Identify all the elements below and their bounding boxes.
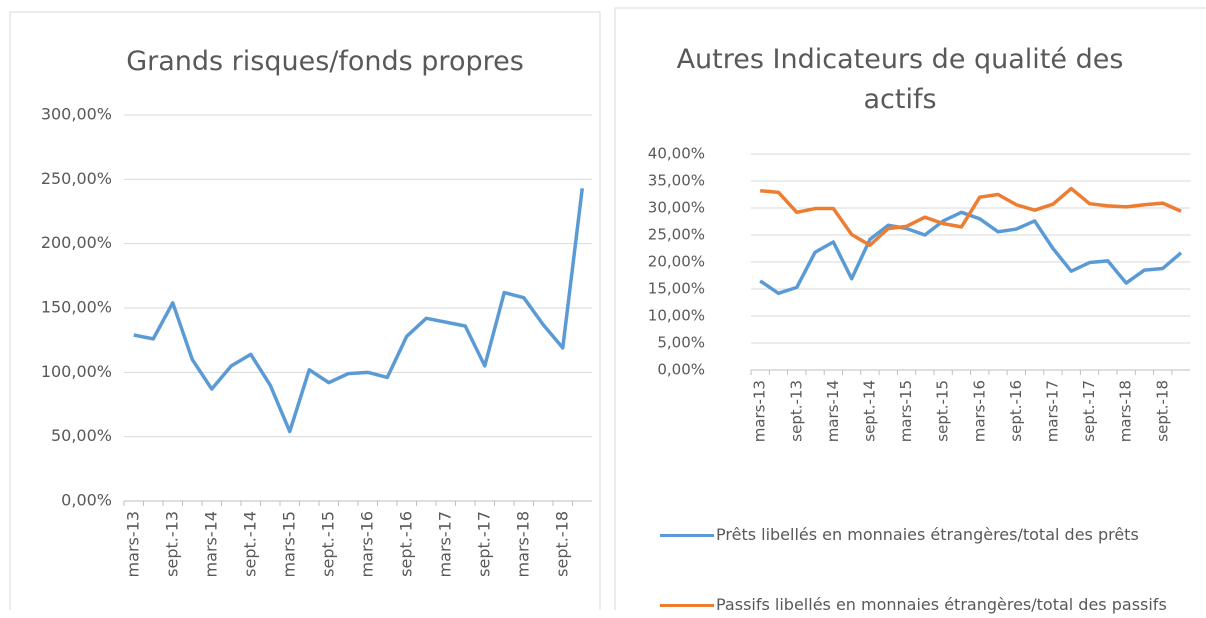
y-tick-label: 10,00% xyxy=(648,307,705,325)
x-tick-label: mars-16 xyxy=(357,511,376,577)
x-tick-label: mars-14 xyxy=(824,380,842,442)
x-tick-label: mars-18 xyxy=(513,511,532,577)
legend-label: Prêts libellés en monnaies étrangères/to… xyxy=(716,525,1139,544)
y-tick-label: 25,00% xyxy=(648,226,705,244)
x-tick-label: mars-15 xyxy=(279,511,298,577)
y-tick-label: 0,00% xyxy=(61,491,112,510)
chart-frame xyxy=(614,7,1206,610)
y-tick-label: 35,00% xyxy=(648,172,705,190)
y-tick-label: 15,00% xyxy=(648,280,705,298)
x-tick-label: sept.-17 xyxy=(1080,380,1098,442)
x-tick-label: sept.-15 xyxy=(318,511,337,577)
chart-title: Grands risques/fonds propres xyxy=(126,46,524,77)
y-tick-label: 30,00% xyxy=(648,199,705,217)
x-tick-label: sept.-17 xyxy=(474,511,493,577)
x-tick-label: mars-17 xyxy=(1043,380,1061,442)
series-line xyxy=(133,188,584,434)
series-line xyxy=(759,186,1182,248)
x-tick-label: mars-13 xyxy=(123,511,142,577)
y-tick-label: 200,00% xyxy=(41,233,112,252)
chart-title: Autres Indicateurs de qualité des actifs xyxy=(676,44,1124,115)
x-tick-label: sept.-14 xyxy=(860,380,878,442)
x-tick-label: sept.-16 xyxy=(396,511,415,577)
legend-swatch xyxy=(660,604,714,607)
x-tick-label: mars-13 xyxy=(751,380,769,442)
x-tick-label: sept.-13 xyxy=(787,380,805,442)
y-tick-label: 100,00% xyxy=(41,362,112,381)
x-tick-label: sept.-14 xyxy=(240,511,259,577)
x-tick-label: sept.-18 xyxy=(552,511,571,577)
legend-label: Passifs libellés en monnaies étrangères/… xyxy=(716,595,1167,614)
x-tick-label: mars-16 xyxy=(970,380,988,442)
legend-entry: Prêts libellés en monnaies étrangères/to… xyxy=(660,522,1186,548)
x-tick-label: sept.-13 xyxy=(162,511,181,577)
legend-entry: Passifs libellés en monnaies étrangères/… xyxy=(660,592,1186,618)
x-tick-label: sept.-16 xyxy=(1007,380,1025,442)
y-tick-label: 0,00% xyxy=(657,361,705,379)
y-tick-label: 20,00% xyxy=(648,253,705,271)
series-line xyxy=(759,210,1183,296)
x-tick-label: mars-17 xyxy=(435,511,454,577)
x-tick-label: sept.-15 xyxy=(934,380,952,442)
y-tick-label: 5,00% xyxy=(657,334,705,352)
y-tick-label: 150,00% xyxy=(41,298,112,317)
y-tick-label: 40,00% xyxy=(648,145,705,163)
y-tick-label: 50,00% xyxy=(51,426,112,445)
y-tick-label: 250,00% xyxy=(41,169,112,188)
x-tick-label: mars-18 xyxy=(1117,380,1135,442)
y-tick-label: 300,00% xyxy=(41,105,112,124)
x-tick-label: mars-14 xyxy=(201,511,220,577)
chart-frame xyxy=(9,11,601,610)
legend-swatch xyxy=(660,534,714,537)
x-tick-label: sept.-18 xyxy=(1153,380,1171,442)
x-tick-label: mars-15 xyxy=(897,380,915,442)
